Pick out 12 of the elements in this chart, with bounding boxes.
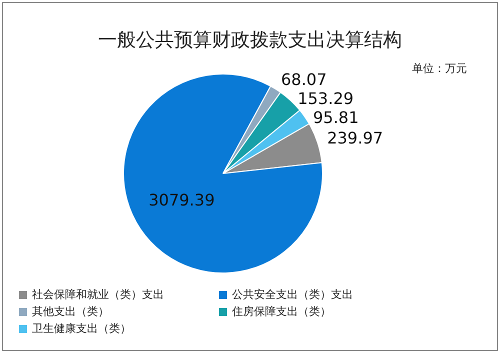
data-label: 68.07	[280, 70, 327, 89]
data-label: 153.29	[298, 88, 354, 108]
legend-label: 住房保障支出（类）	[232, 304, 331, 319]
text: 单位：万元	[412, 61, 467, 76]
legend-label: 公共安全支出（类）支出	[232, 287, 353, 302]
data-label: 95.81	[312, 108, 359, 127]
legend-label: 其他支出（类）	[32, 304, 109, 319]
legend-label: 卫生健康支出（类）	[32, 321, 131, 336]
legend-label: 社会保障和就业（类）支出	[32, 287, 164, 302]
data-label: 3079.39	[148, 190, 215, 210]
data-label: 239.97	[327, 128, 384, 148]
chart-title: 一般公共预算财政拨款支出决算结构	[97, 28, 403, 53]
